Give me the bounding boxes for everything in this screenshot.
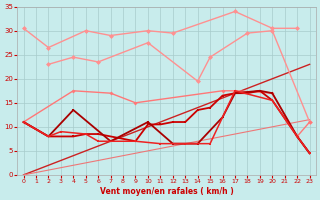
X-axis label: Vent moyen/en rafales ( km/h ): Vent moyen/en rafales ( km/h ): [100, 187, 234, 196]
